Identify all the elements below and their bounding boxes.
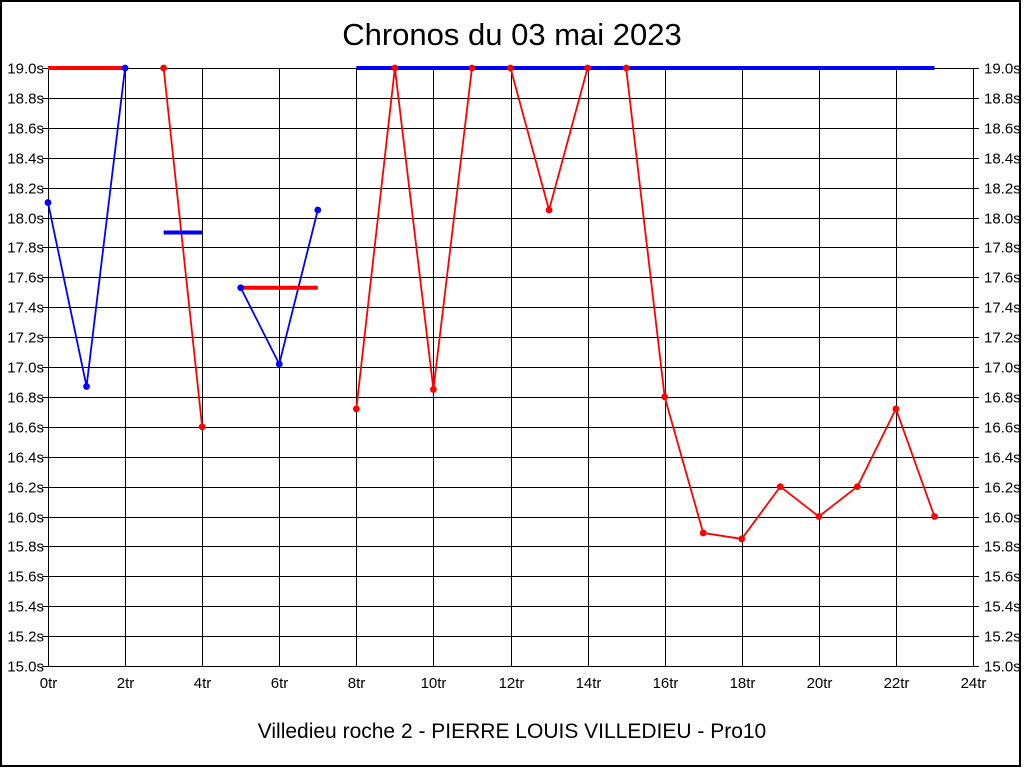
red-rider-data-point xyxy=(160,64,168,72)
red-rider-data-point xyxy=(931,513,938,520)
y-tick-label-right: 15.4s xyxy=(984,599,1021,616)
red-rider-data-point xyxy=(468,64,476,72)
red-rider-data-point xyxy=(430,386,437,393)
y-tick-label-left: 17.6s xyxy=(7,270,44,287)
x-tick-label: 18tr xyxy=(730,675,756,692)
y-tick-label-right: 16.8s xyxy=(984,390,1021,407)
red-rider-data-point xyxy=(352,405,360,413)
y-tick-label-left: 15.4s xyxy=(7,599,44,616)
y-tick-label-left: 18.4s xyxy=(7,151,44,168)
y-tick-label-left: 15.8s xyxy=(7,539,44,556)
red-rider-data-point xyxy=(853,483,861,490)
y-tick-label-right: 16.2s xyxy=(984,480,1021,497)
x-tick-label: 16tr xyxy=(653,675,679,692)
x-tick-label: 24tr xyxy=(961,675,987,692)
y-tick-label-right: 18.8s xyxy=(984,91,1021,108)
red-rider-line xyxy=(355,67,936,540)
y-tick-label-right: 16.6s xyxy=(984,420,1021,437)
blue-rider-data-point xyxy=(275,360,283,368)
y-tick-label-left: 16.8s xyxy=(7,390,44,407)
y-tick-label-right: 17.6s xyxy=(984,270,1021,287)
red-rider-data-point xyxy=(815,513,823,520)
y-tick-label-right: 15.0s xyxy=(984,659,1021,676)
red-rider-data-point xyxy=(391,64,399,72)
blue-rider-data-point xyxy=(237,284,245,292)
y-tick-label-right: 16.4s xyxy=(984,450,1021,467)
y-tick-label-right: 18.6s xyxy=(984,121,1021,138)
y-tick-label-left: 17.0s xyxy=(7,360,44,377)
y-tick-label-left: 16.4s xyxy=(7,450,44,467)
chart-subtitle: Villedieu roche 2 - PIERRE LOUIS VILLEDI… xyxy=(257,720,767,743)
y-tick-label-left: 18.8s xyxy=(7,91,44,108)
x-tick-label: 0tr xyxy=(40,675,58,692)
y-tick-label-left: 16.2s xyxy=(7,480,44,497)
y-tick-label-left: 15.0s xyxy=(7,659,44,676)
x-tick-label: 8tr xyxy=(348,675,366,692)
x-tick-label: 10tr xyxy=(421,675,447,692)
chart-title: Chronos du 03 mai 2023 xyxy=(342,17,682,52)
red-rider-data-point xyxy=(699,529,707,537)
blue-rider-data-point xyxy=(314,206,322,214)
x-tick-label: 22tr xyxy=(884,675,910,692)
x-tick-label: 4tr xyxy=(194,675,212,692)
y-tick-label-right: 18.4s xyxy=(984,151,1021,168)
y-tick-label-right: 19.0s xyxy=(984,61,1021,78)
y-tick-label-right: 15.2s xyxy=(984,629,1021,646)
x-tick-label: 6tr xyxy=(271,675,289,692)
y-tick-label-right: 18.0s xyxy=(984,211,1021,228)
red-rider-line xyxy=(162,67,204,427)
red-rider-data-point xyxy=(545,206,553,214)
red-rider-data-point xyxy=(198,423,206,431)
blue-rider-line xyxy=(47,67,126,388)
y-tick-label-left: 19.0s xyxy=(7,61,44,78)
y-tick-label-right: 17.2s xyxy=(984,330,1021,347)
y-tick-label-left: 16.6s xyxy=(7,420,44,437)
x-tick-label: 12tr xyxy=(499,675,525,692)
blue-rider-data-point xyxy=(44,199,52,206)
y-tick-label-left: 17.4s xyxy=(7,300,44,317)
red-rider-data-point xyxy=(776,483,784,490)
y-tick-label-right: 15.8s xyxy=(984,539,1021,556)
y-tick-label-right: 17.8s xyxy=(984,240,1021,257)
y-tick-label-right: 16.0s xyxy=(984,510,1021,527)
y-tick-label-left: 15.6s xyxy=(7,569,44,586)
y-tick-label-left: 18.0s xyxy=(7,211,44,228)
x-tick-label: 20tr xyxy=(807,675,833,692)
x-tick-label: 2tr xyxy=(117,675,135,692)
y-tick-label-left: 18.2s xyxy=(7,181,44,198)
y-tick-label-right: 17.4s xyxy=(984,300,1021,317)
y-tick-label-left: 16.0s xyxy=(7,510,44,527)
x-tick-label: 14tr xyxy=(576,675,602,692)
red-rider-data-point xyxy=(738,535,746,543)
red-rider-data-point xyxy=(622,64,630,72)
y-tick-label-right: 17.0s xyxy=(984,360,1021,377)
y-tick-label-left: 17.8s xyxy=(7,240,44,257)
blue-rider-data-point xyxy=(83,383,90,390)
y-tick-label-left: 18.6s xyxy=(7,121,44,138)
red-rider-data-point xyxy=(892,405,900,413)
y-tick-label-left: 17.2s xyxy=(7,330,44,347)
y-tick-label-left: 15.2s xyxy=(7,629,44,646)
red-rider-data-point xyxy=(507,64,514,72)
y-tick-label-right: 18.2s xyxy=(984,181,1021,198)
red-rider-data-point xyxy=(584,64,591,72)
red-rider-data-point xyxy=(661,393,669,401)
blue-rider-data-point xyxy=(121,64,129,72)
y-tick-label-right: 15.6s xyxy=(984,569,1021,586)
